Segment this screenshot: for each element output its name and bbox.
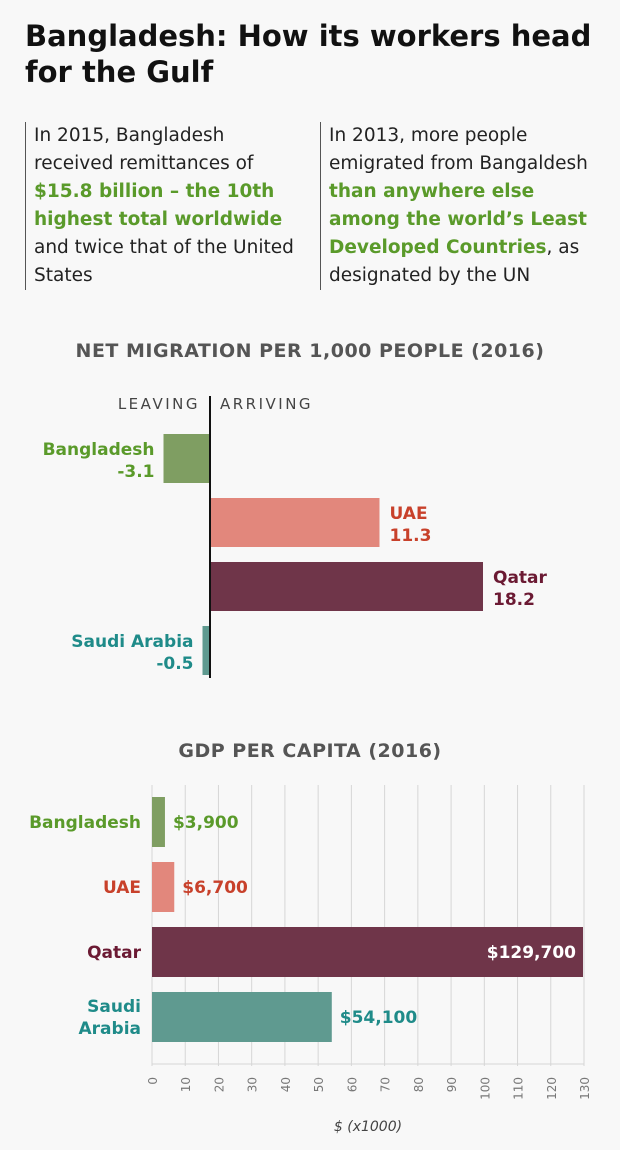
- arriving-label: ARRIVING: [220, 395, 313, 413]
- fact-text: and twice that of the United States: [34, 237, 294, 286]
- fact-highlight: than anywhere else among the world’s Lea…: [329, 181, 587, 258]
- fact-highlight: $15.8 billion – the 10th highest total w…: [34, 181, 283, 230]
- x-tick-label: 130: [578, 1077, 592, 1100]
- fact-text: In 2013, more people emigrated from Bang…: [329, 125, 588, 174]
- gdp-bar: [152, 862, 175, 912]
- migration-value-label: -0.5: [156, 654, 193, 674]
- gdp-value-label: $6,700: [182, 878, 248, 898]
- x-tick-label: 10: [179, 1077, 193, 1092]
- gdp-bar: [152, 927, 584, 977]
- gdp-value-label: $3,900: [173, 813, 239, 833]
- x-tick-label: 110: [512, 1077, 526, 1100]
- migration-bar: [210, 498, 380, 547]
- x-tick-label: 50: [312, 1077, 326, 1092]
- x-tick-label: 70: [379, 1077, 393, 1092]
- migration-value-label: 18.2: [493, 590, 535, 610]
- migration-value-label: -3.1: [117, 462, 154, 482]
- gdp-value-label: $129,700: [487, 943, 576, 963]
- x-tick-label: 0: [146, 1077, 160, 1085]
- gdp-chart-title: GDP PER CAPITA (2016): [178, 740, 442, 762]
- x-axis-title: $ (x1000): [334, 1119, 402, 1135]
- migration-category-label: Bangladesh: [43, 440, 155, 460]
- migration-bar: [202, 626, 210, 675]
- x-tick-label: 100: [478, 1077, 492, 1100]
- x-tick-label: 120: [545, 1077, 559, 1100]
- gdp-category-label: Arabia: [79, 1019, 141, 1039]
- gdp-bar: [152, 797, 165, 847]
- gdp-category-label: Qatar: [87, 943, 142, 963]
- gdp-category-label: Saudi: [87, 997, 141, 1017]
- migration-bar: [210, 562, 483, 611]
- x-tick-label: 30: [246, 1077, 260, 1092]
- gdp-category-label: Bangladesh: [29, 813, 141, 833]
- x-tick-label: 90: [445, 1077, 459, 1092]
- migration-category-label: Saudi Arabia: [71, 632, 193, 652]
- x-tick-label: 20: [212, 1077, 226, 1092]
- migration-bar: [163, 434, 210, 483]
- x-tick-label: 60: [345, 1077, 359, 1092]
- migration-category-label: Qatar: [493, 568, 548, 588]
- page-title: Bangladesh: How its workers head for the…: [25, 19, 592, 89]
- fact-remittances: In 2015, Bangladesh received remittances…: [25, 122, 309, 290]
- x-tick-label: 80: [412, 1077, 426, 1092]
- migration-value-label: 11.3: [390, 526, 432, 546]
- leaving-label: LEAVING: [118, 395, 200, 413]
- gdp-bar: [152, 992, 332, 1042]
- migration-chart-title: NET MIGRATION PER 1,000 PEOPLE (2016): [75, 340, 545, 362]
- fact-text: In 2015, Bangladesh received remittances…: [34, 125, 254, 174]
- x-tick-label: 40: [279, 1077, 293, 1092]
- migration-category-label: UAE: [390, 504, 428, 524]
- gdp-value-label: $54,100: [340, 1008, 418, 1028]
- fact-text: , as designated by the UN: [329, 237, 580, 286]
- gdp-category-label: UAE: [103, 878, 141, 898]
- fact-emigration: In 2013, more people emigrated from Bang…: [320, 122, 609, 290]
